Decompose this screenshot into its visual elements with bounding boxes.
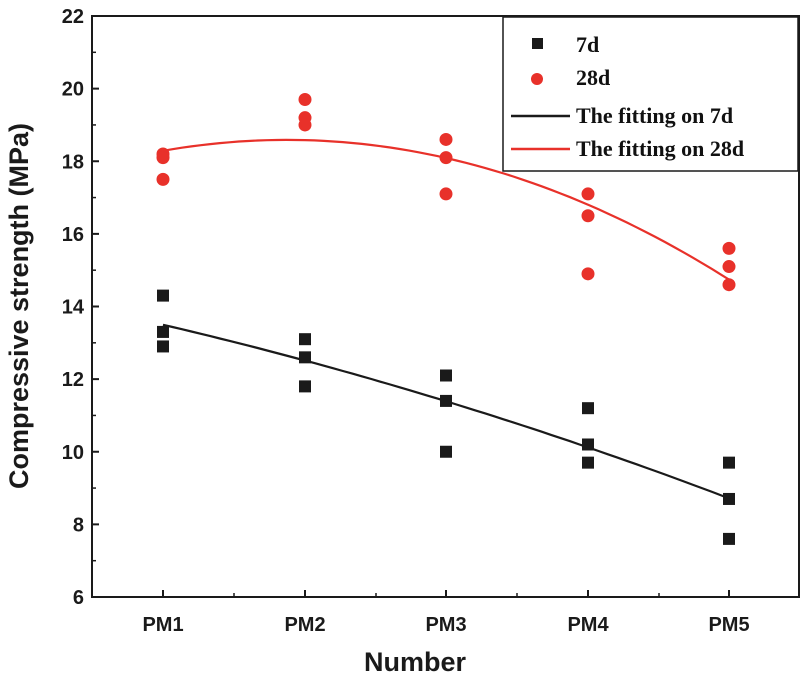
point-7d (440, 394, 452, 407)
point-7d (299, 333, 311, 346)
point-7d (157, 340, 169, 353)
y-tick-label: 8 (73, 514, 84, 536)
x-tick-label: PM2 (284, 614, 325, 636)
point-28d (156, 172, 170, 186)
point-28d (581, 187, 595, 201)
point-28d (439, 151, 453, 165)
point-7d (299, 380, 311, 393)
y-tick-label: 20 (62, 79, 84, 101)
fit-line-the-fitting-on-7d (162, 323, 732, 501)
point-7d (582, 456, 594, 469)
y-tick-label: 10 (62, 442, 84, 464)
x-tick-label: PM3 (425, 614, 466, 636)
point-28d (439, 132, 453, 146)
point-7d (157, 289, 169, 302)
point-7d (723, 492, 735, 505)
point-28d (156, 151, 170, 165)
y-tick-label: 6 (73, 587, 84, 609)
y-tick-label: 12 (62, 369, 84, 391)
legend-marker-28d (531, 73, 543, 85)
y-tick-label: 14 (62, 297, 85, 319)
point-28d (722, 278, 736, 292)
point-28d (581, 209, 595, 223)
legend-label-fit-28d: The fitting on 28d (576, 136, 744, 161)
legend-marker-7d (532, 38, 543, 49)
data-points (156, 93, 736, 545)
y-tick-label: 22 (62, 6, 84, 28)
legend-label-7d: 7d (576, 32, 599, 57)
x-tick-label: PM5 (708, 614, 749, 636)
point-28d (298, 93, 312, 107)
legend-box (502, 16, 799, 172)
point-28d (581, 267, 595, 281)
x-axis-title: Number (364, 647, 467, 677)
point-7d (299, 351, 311, 364)
point-28d (439, 187, 453, 201)
legend: 7d 28d The fitting on 7d The fitting on … (502, 16, 799, 172)
point-7d (440, 445, 452, 458)
legend-label-28d: 28d (576, 65, 610, 90)
point-7d (157, 325, 169, 338)
y-axis-title: Compressive strength (MPa) (4, 123, 34, 489)
y-tick-label: 18 (62, 151, 84, 173)
x-tick-label: PM4 (567, 614, 609, 636)
point-7d (440, 369, 452, 382)
point-7d (723, 456, 735, 469)
point-28d (722, 260, 736, 274)
point-7d (582, 402, 594, 415)
legend-label-fit-7d: The fitting on 7d (576, 103, 733, 128)
y-tick-label: 16 (62, 224, 84, 246)
x-tick-label: PM1 (142, 614, 183, 636)
point-28d (722, 241, 736, 255)
point-7d (582, 438, 594, 451)
point-28d (298, 118, 312, 132)
point-7d (723, 532, 735, 545)
axis-ticks: 6 8 10 12 14 16 18 20 22 PM1 PM2 PM3 PM4 PM5 (62, 6, 750, 636)
